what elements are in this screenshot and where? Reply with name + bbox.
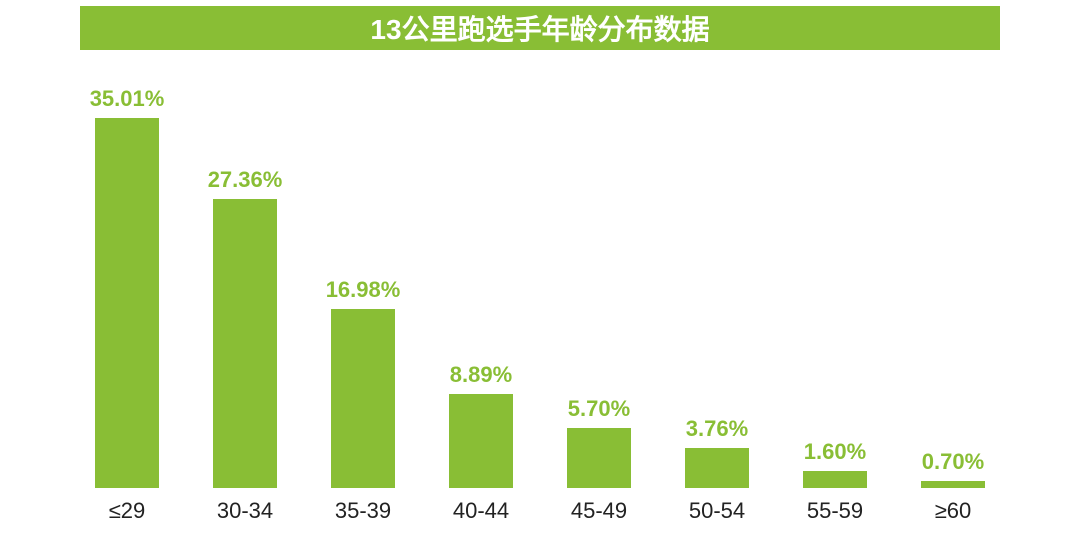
bar (685, 448, 749, 488)
x-axis-label: 30-34 (186, 498, 304, 524)
bar-value-label: 27.36% (208, 167, 283, 193)
x-axis-label: 40-44 (422, 498, 540, 524)
x-axis-label: ≥60 (894, 498, 1012, 524)
chart-plot-area: 35.01% 27.36% 16.98% 8.89% 5.70% 3.76% 1.60% 0.… (68, 68, 1012, 488)
x-axis-label: 45-49 (540, 498, 658, 524)
bar (567, 428, 631, 488)
bar (803, 471, 867, 488)
x-axis-labels: ≤2930-3435-3940-4445-4950-5455-59≥60 (68, 498, 1012, 524)
bar (921, 481, 985, 488)
bar-col: 16.98% (304, 277, 422, 488)
chart-container: 13公里跑选手年龄分布数据 35.01% 27.36% 16.98% 8.89% 5.7… (0, 0, 1080, 554)
bar-value-label: 0.70% (922, 449, 984, 475)
bar-value-label: 5.70% (568, 396, 630, 422)
bar-col: 1.60% (776, 439, 894, 488)
bar-col: 27.36% (186, 167, 304, 488)
chart-title-bar: 13公里跑选手年龄分布数据 (80, 6, 1000, 50)
bars-row: 35.01% 27.36% 16.98% 8.89% 5.70% 3.76% 1.60% 0.… (68, 68, 1012, 488)
bar (213, 199, 277, 488)
bar (331, 309, 395, 488)
bar-col: 0.70% (894, 449, 1012, 488)
bar-value-label: 1.60% (804, 439, 866, 465)
bar-value-label: 8.89% (450, 362, 512, 388)
bar-col: 8.89% (422, 362, 540, 488)
x-axis-label: ≤29 (68, 498, 186, 524)
bar-col: 5.70% (540, 396, 658, 488)
bar-value-label: 3.76% (686, 416, 748, 442)
chart-title-text: 13公里跑选手年龄分布数据 (370, 8, 709, 48)
x-axis-label: 50-54 (658, 498, 776, 524)
bar-value-label: 35.01% (90, 86, 165, 112)
bar-value-label: 16.98% (326, 277, 401, 303)
x-axis-label: 55-59 (776, 498, 894, 524)
x-axis-label: 35-39 (304, 498, 422, 524)
bar (95, 118, 159, 488)
bar-col: 35.01% (68, 86, 186, 488)
bar (449, 394, 513, 488)
bar-col: 3.76% (658, 416, 776, 488)
